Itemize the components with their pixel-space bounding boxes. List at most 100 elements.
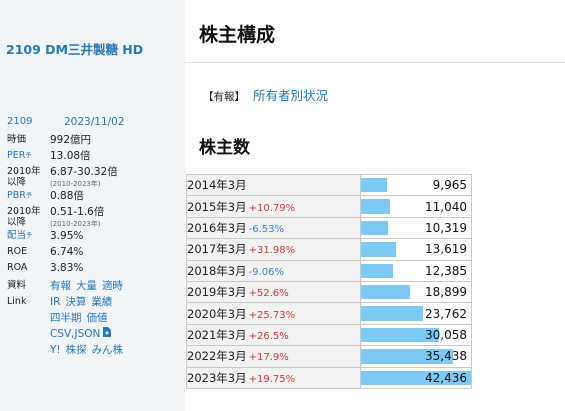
count-bar [361,306,423,321]
table-row: 2017年3月 +31.98% 13,619 [186,238,472,261]
metric-row: PBR予 0.88倍 [7,188,182,204]
shiryo-row-label: 資料 [7,280,27,291]
year-label: 2018年3月 [187,263,247,278]
link-適時[interactable]: 適時 [102,280,123,292]
metric-value: 13.08倍 [50,150,91,162]
doc-tag: 【有報】 [203,91,245,103]
link-業績[interactable]: 業績 [91,296,113,308]
table-row: 2021年3月 +26.5% 30,058 [186,323,472,347]
metric-range-note: (2010-2023年) [50,220,101,228]
count-cell: 12,385 [360,259,472,282]
count-cell: 13,619 [360,238,472,261]
table-row: 2018年3月 -9.06% 12,385 [186,259,472,282]
count-value: 9,965 [432,178,467,193]
table-row: 2014年3月 9,965 [186,173,472,197]
link-決算[interactable]: 決算 [65,296,87,308]
metric-label[interactable]: 配当予 [7,230,33,241]
link-大量[interactable]: 大量 [76,280,97,292]
link-株探[interactable]: 株探 [65,344,87,356]
metric-label: 2010年以降 [7,166,41,188]
metrics-list: 時価 992億円 PER予 13.08倍 2010年以降 6.87-30.32倍 (2010… [7,132,182,276]
metric-label[interactable]: PBR予 [7,190,32,201]
year-label: 2016年3月 [187,220,247,235]
link-有報[interactable]: 有報 [50,280,71,292]
table-row: 2016年3月 -6.53% 10,319 [186,216,472,240]
count-bar [361,327,439,343]
year-label: 2017年3月 [187,242,247,257]
metric-label: ROE [7,246,28,257]
year-label: 2023年3月 [187,370,247,385]
year-cell: 2022年3月 +17.9% [186,345,361,368]
link-row-3-label [7,326,50,328]
count-bar [361,199,390,214]
table-row: 2022年3月 +17.9% 35,438 [186,345,472,368]
company-title[interactable]: 2109 DM三井製糖 HD [6,42,144,57]
metric-value: 992億円 [50,134,92,146]
year-cell: 2016年3月 -6.53% [186,216,361,240]
year-label: 2020年3月 [187,306,247,321]
shiryo-row: 資料 有報 大量 適時 [7,278,182,294]
link-row-4-label [7,342,50,344]
count-value: 42,436 [425,370,467,385]
link-row-2-label [7,310,50,312]
year-cell: 2015年3月 +10.79% [186,195,361,218]
metric-value: 0.88倍 [50,190,84,202]
forecast-mark: 予 [25,192,32,199]
count-value: 30,058 [425,327,467,342]
metric-range-note: (2010-2023年) [50,180,101,188]
year-cell: 2017年3月 +31.98% [186,238,361,261]
metric-row: 2010年以降 0.51-1.6倍 (2010-2023年) [7,204,182,228]
year-cell: 2021年3月 +26.5% [186,323,361,347]
change-percent: -6.53% [248,223,284,235]
link-CSV,JSON[interactable]: CSV,JSON [50,328,101,340]
count-value: 35,438 [425,349,467,364]
metric-label[interactable]: PER予 [7,150,32,161]
count-cell: 23,762 [360,302,472,325]
change-percent: +10.79% [248,202,296,214]
year-label: 2021年3月 [187,327,247,342]
count-value: 13,619 [425,242,467,257]
metric-value: 6.74% [50,246,84,258]
link-Y![interactable]: Y! [50,344,61,356]
link-row-2: 四半期 価値 [7,310,182,326]
company-code: 2109 [7,116,33,127]
link-row-1: Link IR 決算 業績 [7,294,182,310]
forecast-mark: 予 [26,232,33,239]
metric-value: 3.83% [50,262,84,274]
link-IR[interactable]: IR [50,296,61,308]
count-bar [361,370,471,385]
company-date[interactable]: 2023/11/02 [64,116,125,128]
link-row-4: Y! 株探 みん株 [7,342,182,358]
company-info: 2109 2023/11/02 時価 992億円 PER予 13.08倍 2010年以降… [7,114,182,358]
link-みん株[interactable]: みん株 [91,344,124,356]
metric-row: 配当予 3.95% [7,228,182,244]
year-cell: 2019年3月 +52.6% [186,280,361,304]
count-bar [361,284,410,300]
metric-row: PER予 13.08倍 [7,148,182,164]
table-row: 2020年3月 +25.73% 23,762 [186,302,472,325]
table-row: 2023年3月 +19.75% 42,436 [186,366,472,389]
metric-label: 時価 [7,134,27,145]
count-cell: 9,965 [360,173,472,197]
count-bar [361,242,397,257]
link-row-3-links: CSV,JSON [50,326,182,342]
metric-value: 0.51-1.6倍 (2010-2023年) [50,204,182,228]
metric-row: ROA 3.83% [7,260,182,276]
year-cell: 2020年3月 +25.73% [186,302,361,325]
shiryo-row-links: 有報 大量 適時 [50,278,182,294]
doc-link-ownership[interactable]: 所有者別状況 [253,88,329,103]
link-価値[interactable]: 価値 [86,312,108,324]
page-title: 株主構成 [199,24,276,46]
link-row-1-links: IR 決算 業績 [50,294,182,310]
header-divider [185,62,565,63]
count-bar [361,263,394,278]
year-label: 2015年3月 [187,199,247,214]
link-row-3: CSV,JSON [7,326,182,342]
links-block: 資料 有報 大量 適時 Link IR 決算 業績 四半期 価値 CSV,JSON Y! 株探 みん株 [7,278,182,358]
file-download-icon[interactable] [103,327,112,340]
count-value: 12,385 [425,263,467,278]
count-cell: 35,438 [360,345,472,368]
link-row-2-links: 四半期 価値 [50,310,182,326]
link-四半期[interactable]: 四半期 [50,312,82,324]
count-bar [361,349,453,364]
